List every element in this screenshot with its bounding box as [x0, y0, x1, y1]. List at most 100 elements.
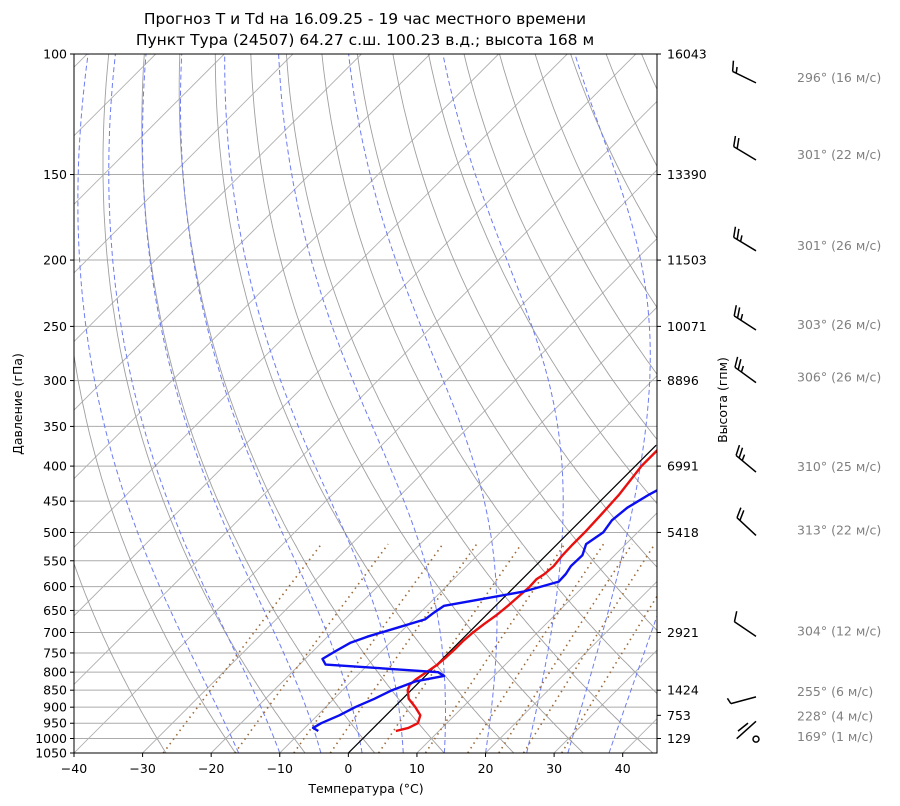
x-tick-label: −10 — [267, 761, 293, 776]
isotherm-line — [485, 580, 657, 753]
wind-barb-full — [736, 307, 741, 319]
p-tick-label: 150 — [43, 167, 67, 182]
moist-adiabat — [348, 54, 498, 753]
dry-adiabat — [428, 54, 657, 505]
wind-barb-full — [733, 305, 738, 316]
wind-barb-staff — [730, 696, 757, 705]
dry-adiabat — [74, 352, 236, 753]
x-tick-label: 10 — [409, 761, 425, 776]
p-tick-label: 500 — [43, 525, 67, 540]
wind-barb-staff — [733, 236, 757, 252]
wind-barb-full — [738, 447, 744, 459]
dry-adiabat — [499, 54, 657, 375]
wind-barb-staff — [737, 722, 749, 732]
wind-label: 301° (22 м/с) — [797, 147, 881, 162]
wind-barb-full — [735, 444, 741, 456]
isotherm-line — [210, 306, 657, 753]
p-tick-label: 550 — [43, 553, 67, 568]
wind-label: 228° (4 м/с) — [797, 708, 873, 723]
dry-adiabat — [463, 54, 657, 441]
p-tick-label: 350 — [43, 419, 67, 434]
isotherm-line — [74, 54, 568, 548]
wind-barb-staff — [733, 145, 757, 161]
p-tick-label: 900 — [43, 700, 67, 715]
wind-calm-circle — [752, 735, 760, 743]
wind-barb — [733, 305, 757, 331]
wind-barb — [726, 696, 757, 705]
wind-label: 313° (22 м/с) — [797, 522, 881, 537]
moist-adiabat — [278, 54, 446, 753]
p-tick-label: 700 — [43, 625, 67, 640]
isotherm-line — [74, 54, 294, 274]
y-axis-label: Давление (гПа) — [10, 353, 25, 455]
wind-barb-full — [739, 510, 745, 521]
dry-adiabat — [214, 54, 515, 753]
height-tick-label: 16043 — [667, 47, 707, 62]
x-tick-label: −40 — [61, 761, 87, 776]
moist-adiabat — [442, 54, 564, 753]
wind-label: 301° (26 м/с) — [797, 238, 881, 253]
dry-adiabat — [250, 54, 584, 753]
wind-barb — [736, 720, 757, 740]
moist-adiabat — [142, 54, 322, 753]
wind-barb-half — [740, 365, 745, 373]
height-tick-label: 753 — [667, 708, 691, 723]
wind-barb-full — [736, 137, 740, 149]
isotherm-line — [74, 100, 657, 686]
moist-adiabat — [608, 614, 657, 753]
height-tick-label: 13390 — [667, 167, 707, 182]
axis-layer: −40 −30 −20 −10 0 10 20 30 40 100 150 200 250 300 350 4… — [35, 47, 707, 777]
p-tick-label: 250 — [43, 319, 67, 334]
p-tick-label: 1000 — [35, 731, 67, 746]
p-tick-label: 450 — [43, 494, 67, 509]
isotherm-line — [74, 54, 637, 617]
dry-adiabat — [392, 54, 657, 568]
wind-label: 255° (6 м/с) — [797, 684, 873, 699]
series-layer — [311, 444, 657, 753]
dry-adiabat — [285, 54, 654, 753]
wind-label: 306° (26 м/с) — [797, 370, 881, 385]
wind-barb-half — [739, 235, 743, 242]
mixing-ratio-line — [329, 543, 478, 753]
isotherm-line — [74, 54, 499, 480]
wind-barb-staff — [733, 315, 757, 331]
wind-label: 304° (12 м/с) — [797, 623, 881, 638]
wind-barb-full — [736, 228, 740, 240]
wind-label: 169° (1 м/с) — [797, 729, 873, 744]
isotherm-line — [142, 237, 657, 753]
wind-barb-staff — [736, 517, 757, 537]
x-tick-label: −20 — [198, 761, 224, 776]
wind-layer: 296° (16 м/с) 301° (22 м/с) 301° (26 м/с) 3… — [726, 60, 881, 744]
p-tick-label: 650 — [43, 603, 67, 618]
wind-barb-staff — [732, 70, 757, 84]
dry-adiabat — [178, 54, 445, 753]
height-tick-label: 11503 — [667, 253, 707, 268]
wind-barb-full — [736, 507, 742, 518]
p-tick-label: 300 — [43, 373, 67, 388]
wind-barb-full — [732, 226, 737, 238]
height-axis-label: Высота (гпм) — [715, 357, 730, 443]
x-tick-label: 0 — [344, 761, 352, 776]
wind-barb — [734, 356, 757, 384]
x-tick-label: 20 — [478, 761, 494, 776]
height-tick-label: 8896 — [667, 373, 699, 388]
height-tick-label: 10071 — [667, 319, 707, 334]
p-tick-label: 850 — [43, 683, 67, 698]
dry-adiabat — [141, 54, 376, 753]
wind-barb-full — [732, 135, 737, 147]
height-tick-label: 2921 — [667, 625, 699, 640]
wind-barb-half — [740, 313, 744, 321]
wind-barb-full — [731, 60, 735, 72]
x-tick-label: 40 — [615, 761, 631, 776]
wind-barb-full — [737, 359, 742, 370]
p-tick-label: 600 — [43, 579, 67, 594]
wind-label: 303° (26 м/с) — [797, 317, 881, 332]
wind-barb — [733, 611, 757, 637]
isotherm-line — [74, 54, 225, 205]
chart-title-line1: Прогноз T и Td на 16.09.25 - 19 час мест… — [144, 10, 586, 28]
p-tick-label: 800 — [43, 665, 67, 680]
wind-label: 296° (16 м/с) — [797, 70, 881, 85]
height-tick-label: 129 — [667, 731, 691, 746]
height-tick-label: 6991 — [667, 459, 699, 474]
